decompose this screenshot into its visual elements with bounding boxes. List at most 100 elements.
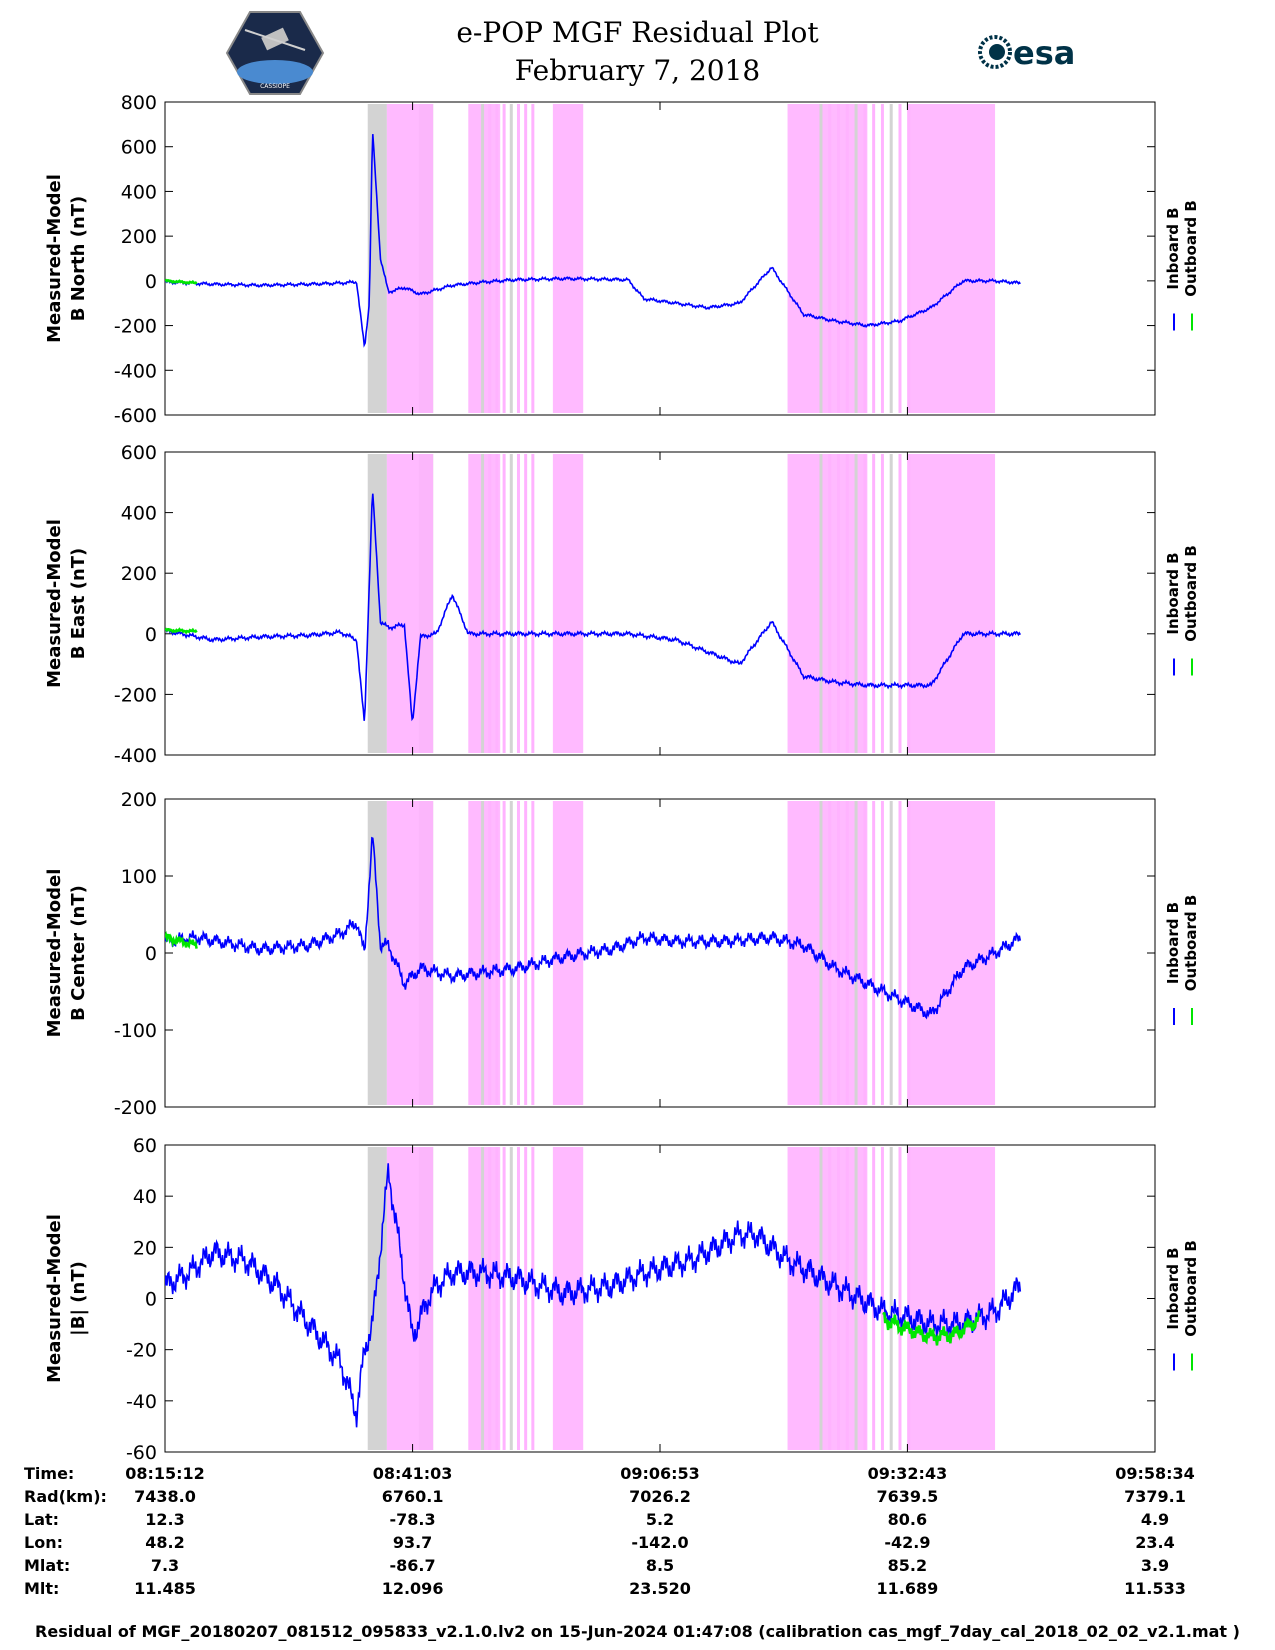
table-cell: 7639.5 bbox=[876, 1487, 939, 1506]
page-subtitle-date: February 7, 2018 bbox=[514, 54, 761, 87]
pink-shade-band bbox=[468, 1147, 501, 1450]
series-inboard bbox=[165, 493, 1021, 722]
table-cell: 23.4 bbox=[1135, 1533, 1175, 1552]
series-outboard bbox=[165, 278, 198, 286]
shade-line bbox=[502, 801, 506, 1105]
pink-shade-band bbox=[787, 801, 868, 1105]
shade-line bbox=[524, 801, 528, 1105]
shade-line bbox=[907, 454, 911, 753]
table-row: Lat: 12.3 -78.3 5.2 80.6 4.9 bbox=[0, 1510, 1275, 1532]
pink-shade-band bbox=[787, 454, 868, 753]
shade-line bbox=[837, 454, 841, 753]
table-cell: 09:06:53 bbox=[620, 1464, 700, 1483]
series-outboard bbox=[165, 627, 198, 635]
y-tick-label: -200 bbox=[114, 316, 157, 338]
shade-line bbox=[889, 104, 893, 413]
series-outboard bbox=[165, 930, 198, 950]
table-row-label: Time: bbox=[24, 1464, 75, 1483]
shade-line bbox=[889, 1147, 893, 1450]
shade-line bbox=[516, 1147, 520, 1450]
shade-line bbox=[495, 104, 499, 413]
shade-line bbox=[488, 1147, 492, 1450]
y-tick-label: -40 bbox=[126, 1391, 157, 1413]
y-tick-label: 600 bbox=[121, 442, 157, 464]
shade-line bbox=[516, 801, 520, 1105]
y-tick-label: 100 bbox=[121, 866, 157, 888]
y-tick-label: 0 bbox=[145, 1289, 157, 1311]
shade-line bbox=[509, 801, 513, 1105]
y-tick-label: -100 bbox=[114, 1020, 157, 1042]
shade-line bbox=[488, 104, 492, 413]
pink-shade-band bbox=[787, 104, 868, 413]
y-tick-label: 200 bbox=[121, 226, 157, 248]
y-tick-label: 400 bbox=[121, 503, 157, 525]
table-cell: -42.9 bbox=[884, 1533, 931, 1552]
legend-outboard: Outboard B bbox=[1182, 545, 1200, 642]
shade-line bbox=[495, 1147, 499, 1450]
shade-line bbox=[502, 104, 506, 413]
table-cell: 48.2 bbox=[145, 1533, 185, 1552]
pink-shade-band bbox=[386, 454, 434, 753]
table-row-label: Lon: bbox=[24, 1533, 63, 1552]
shade-line bbox=[509, 454, 513, 753]
table-cell: 23.520 bbox=[629, 1579, 691, 1598]
shade-line bbox=[481, 1147, 485, 1450]
pink-shade-band bbox=[386, 801, 434, 1105]
table-cell: 09:32:43 bbox=[867, 1464, 948, 1483]
y-tick-label: -20 bbox=[126, 1340, 157, 1362]
legend-inboard: Inboard B bbox=[1164, 902, 1182, 984]
y-tick-label: -400 bbox=[114, 745, 157, 767]
table-cell: 11.533 bbox=[1124, 1579, 1186, 1598]
table-row: Mlat: 7.3 -86.7 8.5 85.2 3.9 bbox=[0, 1556, 1275, 1578]
shade-line bbox=[488, 454, 492, 753]
table-row-label: Mlt: bbox=[24, 1579, 60, 1598]
y-tick-label: 200 bbox=[121, 563, 157, 585]
page-title: e-POP MGF Residual Plot bbox=[456, 16, 819, 49]
shade-line bbox=[907, 104, 911, 413]
shade-line bbox=[516, 104, 520, 413]
shade-line bbox=[898, 454, 902, 753]
shade-line bbox=[502, 1147, 506, 1450]
shade-line bbox=[828, 1147, 832, 1450]
y-tick-label: -600 bbox=[114, 405, 157, 427]
table-row-label: Rad(km): bbox=[24, 1487, 107, 1506]
legend-inboard: Inboard B bbox=[1164, 1247, 1182, 1329]
table-cell: 08:41:03 bbox=[372, 1464, 453, 1483]
table-cell: -86.7 bbox=[389, 1556, 436, 1575]
shade-line bbox=[872, 801, 876, 1105]
table-cell: 08:15:12 bbox=[125, 1464, 205, 1483]
pink-shade-band bbox=[468, 104, 501, 413]
table-cell: 85.2 bbox=[887, 1556, 928, 1575]
table-cell: -142.0 bbox=[631, 1533, 689, 1552]
shade-line bbox=[889, 454, 893, 753]
table-row-label: Mlat: bbox=[24, 1556, 71, 1575]
shade-line bbox=[845, 454, 849, 753]
gray-shade-band bbox=[367, 104, 387, 413]
shade-line bbox=[845, 1147, 849, 1450]
legend-outboard: Outboard B bbox=[1182, 200, 1200, 297]
legend-inboard: Inboard B bbox=[1164, 207, 1182, 289]
shade-line bbox=[502, 454, 506, 753]
pink-shade-band bbox=[552, 104, 584, 413]
shade-line bbox=[872, 104, 876, 413]
cassiope-logo: CASSIOPE bbox=[225, 11, 325, 95]
y-tick-label: 200 bbox=[121, 789, 157, 811]
panel-2: -400 -200 0 200 400 600 Measured-Model B East (… bbox=[44, 442, 1200, 767]
y-axis-label: Measured-Model B North (nT) bbox=[44, 174, 89, 343]
pink-shade-band bbox=[552, 454, 584, 753]
panel-4: -60 -40 -20 0 20 40 60 Measured-Model |B| (nT) In… bbox=[44, 1135, 1200, 1464]
panel-1: -600 -400 -200 0 200 400 600 800 Measured-Model B… bbox=[44, 92, 1200, 427]
series-inboard bbox=[165, 836, 1022, 1020]
legend-outboard: Outboard B bbox=[1182, 895, 1200, 992]
table-row-label: Lat: bbox=[24, 1510, 60, 1529]
y-tick-label: -200 bbox=[114, 684, 157, 706]
shade-line bbox=[531, 801, 535, 1105]
svg-text:CASSIOPE: CASSIOPE bbox=[260, 83, 290, 90]
pink-shade-band bbox=[907, 1147, 996, 1450]
table-row: Rad(km): 7438.0 6760.1 7026.2 7639.5 7379.1 bbox=[0, 1487, 1275, 1509]
shade-line bbox=[863, 104, 867, 413]
shade-line bbox=[837, 801, 841, 1105]
pink-shade-band bbox=[468, 454, 501, 753]
legend-inboard: Inboard B bbox=[1164, 552, 1182, 634]
